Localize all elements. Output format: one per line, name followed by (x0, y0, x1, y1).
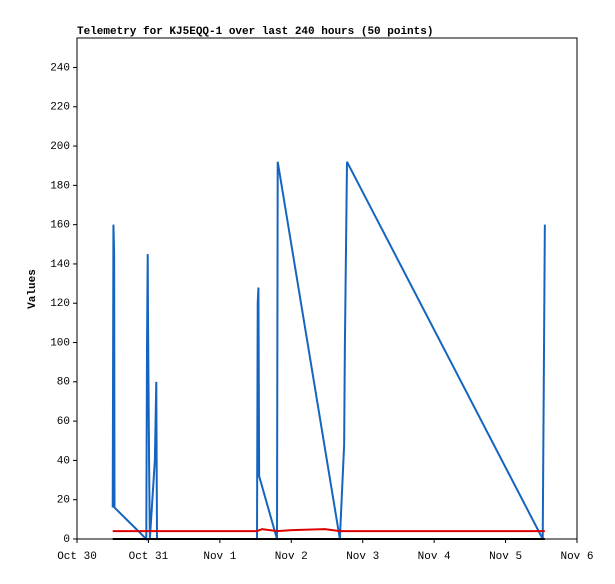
y-axis-label: Values (27, 269, 39, 309)
y-tick-label: 20 (57, 495, 70, 507)
x-tick-label: Oct 31 (129, 551, 169, 563)
chart-title: Telemetry for KJ5EQQ-1 over last 240 hou… (77, 26, 433, 38)
y-tick-label: 220 (50, 102, 70, 114)
x-tick-label: Nov 6 (560, 551, 593, 563)
y-tick-label: 180 (50, 180, 70, 192)
x-tick-label: Nov 1 (203, 551, 236, 563)
y-tick-label: 200 (50, 141, 70, 153)
y-tick-label: 40 (57, 455, 70, 467)
x-tick-label: Nov 4 (418, 551, 451, 563)
y-tick-label: 0 (63, 534, 70, 546)
y-tick-label: 240 (50, 62, 70, 74)
y-tick-label: 160 (50, 220, 70, 232)
y-tick-label: 140 (50, 259, 70, 271)
y-tick-label: 80 (57, 377, 70, 389)
y-tick-label: 120 (50, 298, 70, 310)
y-tick-label: 60 (57, 416, 70, 428)
y-tick-label: 100 (50, 337, 70, 349)
x-tick-label: Nov 5 (489, 551, 522, 563)
series-line (112, 528, 545, 533)
x-tick-label: Nov 2 (275, 551, 308, 563)
x-tick-label: Oct 30 (57, 551, 97, 563)
x-tick-label: Nov 3 (346, 551, 379, 563)
